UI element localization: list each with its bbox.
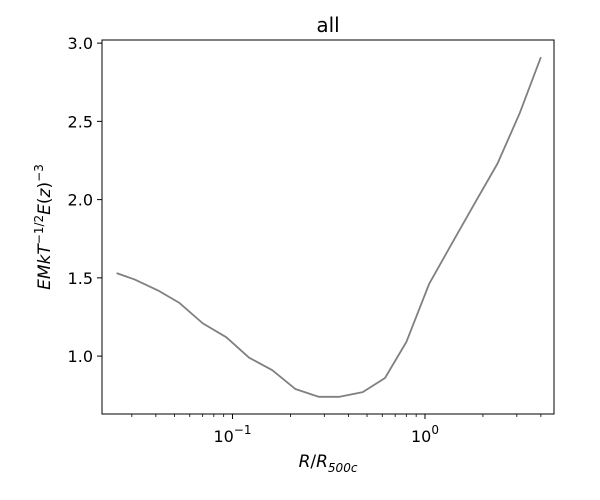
series-layer — [116, 56, 542, 398]
y-major-ticks: 1.0 1.5 2.0 2.5 3.0 — [68, 34, 102, 366]
x-tick-label: 10−1 — [213, 423, 251, 446]
series-line — [116, 56, 542, 398]
chart-title: all — [316, 13, 339, 37]
y-tick-label: 1.0 — [68, 347, 93, 366]
y-tick-label: 2.5 — [68, 112, 93, 131]
x-tick-label: 100 — [411, 423, 439, 446]
y-tick-label: 1.5 — [68, 269, 93, 288]
plot-frame — [101, 39, 555, 415]
y-tick-label: 2.0 — [68, 191, 93, 210]
x-major-ticks: 10−1 100 — [213, 414, 439, 446]
y-axis-label: EMkT−1/2E(z)−3 — [32, 164, 55, 290]
x-axis-label: R/R500c — [299, 452, 358, 475]
x-minor-ticks — [131, 414, 542, 417]
plot-area — [101, 39, 555, 415]
y-tick-label: 3.0 — [68, 34, 93, 53]
